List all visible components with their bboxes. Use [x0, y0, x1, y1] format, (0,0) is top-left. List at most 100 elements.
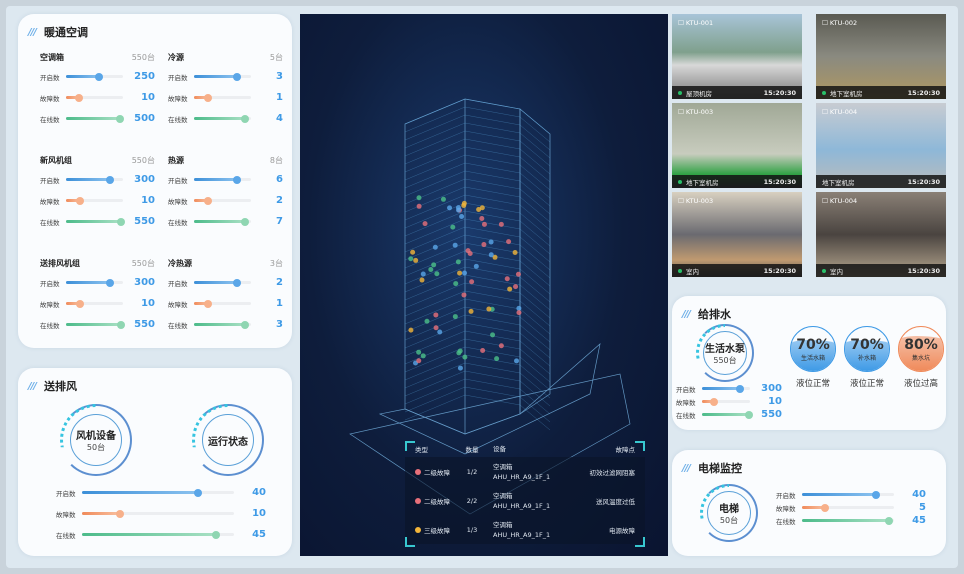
- floor-line: [464, 218, 521, 230]
- floor-line: [519, 260, 551, 287]
- device-marker: [428, 266, 434, 272]
- camera-time: 15:20:30: [907, 177, 940, 186]
- device-marker: [455, 259, 461, 265]
- fan-device-ring: 风机设备 50台: [60, 404, 132, 476]
- alarm-row[interactable]: 三级故障 1/3 空调箱 AHU_HR_A9_1F_1 电源故障: [405, 515, 645, 544]
- stat-bar-fill: [66, 323, 122, 326]
- ring-label: 运行状态: [208, 436, 248, 448]
- floor-line: [519, 364, 551, 391]
- tank-status: 液位过高: [903, 379, 938, 389]
- floor-line: [519, 228, 551, 255]
- floor-line: [519, 116, 551, 143]
- stat-label: 开启数: [776, 491, 796, 500]
- floor-line: [519, 180, 551, 207]
- building-3d-view[interactable]: 类型 数量 设备 故障点 二级故障 1/2 空调箱 AHU_HR_A9_1F_1 …: [300, 14, 668, 556]
- alarm-point: 初效过滤网阻塞: [589, 468, 636, 477]
- stat-value: 6: [276, 174, 283, 185]
- stat-value: 10: [141, 195, 155, 206]
- device-marker: [420, 353, 426, 359]
- stat-value: 40: [912, 489, 926, 500]
- device-marker: [452, 242, 458, 248]
- stat-bar: [66, 72, 123, 81]
- device-marker: [488, 252, 494, 258]
- floor-line: [404, 386, 466, 413]
- floor-line: [519, 372, 551, 399]
- device-marker: [440, 196, 446, 202]
- stat-label: 故障数: [40, 197, 60, 206]
- stat-value: 10: [141, 298, 155, 309]
- stat-bar-fill: [802, 493, 876, 496]
- floor-line: [404, 330, 466, 357]
- alarm-type: 三级故障: [424, 526, 450, 535]
- camera-feed[interactable]: ☐ KTU-004 室内 15:20:30: [816, 192, 946, 277]
- alarm-device-id: AHU_HR_A9_1F_1: [493, 530, 551, 539]
- stat-label: 在线数: [168, 218, 188, 227]
- floor-line: [519, 340, 551, 367]
- stat-bar-fill: [194, 117, 246, 120]
- stat-value: 2: [276, 277, 283, 288]
- stat-value: 3: [276, 319, 283, 330]
- tank-level-fill: [845, 340, 889, 371]
- header-type: 类型: [415, 446, 428, 454]
- floor-line: [464, 178, 521, 190]
- floor-line: [404, 114, 466, 141]
- camera-feed[interactable]: ☐ KTU-002 地下室机房 15:20:30: [816, 14, 946, 99]
- panel-title: /// 给排水: [682, 306, 731, 322]
- ring-count: 550台: [713, 356, 737, 365]
- stat-bar-knob: [710, 397, 718, 406]
- alarm-row[interactable]: 二级故障 1/2 空调箱 AHU_HR_A9_1F_1 初效过滤网阻塞: [405, 457, 645, 486]
- camera-id: KTU-004: [829, 108, 858, 116]
- device-marker: [456, 350, 462, 356]
- stat-row: 开启数 300: [40, 169, 155, 190]
- floor-line: [519, 204, 551, 231]
- device-marker: [479, 215, 485, 221]
- floor-line: [519, 356, 551, 383]
- water-tank-gauge: 70% 补水箱: [844, 326, 890, 372]
- title-bars-icon: ///: [682, 308, 691, 320]
- tank-name: 补水箱: [857, 354, 876, 362]
- floor-line: [519, 196, 551, 223]
- stat-value: 7: [276, 216, 283, 227]
- stat-bar: [802, 516, 894, 525]
- stat-row: 在线数 3: [168, 314, 283, 335]
- alarm-device-id: AHU_HR_A9_1F_1: [493, 472, 551, 481]
- stat-bar-fill: [82, 512, 120, 515]
- camera-location: 地下室机房: [686, 178, 719, 187]
- stat-bar-knob: [211, 530, 220, 539]
- device-marker: [468, 308, 474, 314]
- group-total: 550台: [131, 259, 155, 268]
- floor-line: [464, 354, 521, 366]
- floor-line: [404, 338, 466, 365]
- stat-row: 故障数 2: [168, 190, 283, 211]
- floor-line: [404, 306, 466, 333]
- floor-line: [464, 154, 521, 166]
- tank-name: 生活水箱: [800, 354, 825, 362]
- floor-line: [404, 106, 466, 133]
- camera-feed[interactable]: ☐ KTU-003 室内 15:20:30: [672, 192, 802, 277]
- device-marker: [462, 270, 468, 276]
- header-device: 设备: [493, 445, 506, 453]
- stat-bar: [194, 72, 251, 81]
- alarm-device: 空调箱: [493, 491, 513, 500]
- stat-bar: [702, 397, 750, 406]
- stat-bar-knob: [871, 490, 880, 499]
- stat-bar: [66, 278, 123, 287]
- stat-label: 故障数: [56, 510, 76, 519]
- device-marker: [512, 249, 518, 255]
- device-marker: [506, 239, 512, 245]
- camera-feed[interactable]: ☐ KTU-004 地下室机房 15:20:30: [816, 103, 946, 188]
- stat-value: 4: [276, 113, 283, 124]
- stat-bar-knob: [117, 320, 126, 329]
- camera-feed[interactable]: ☐ KTU-001 屋顶机房 15:20:30: [672, 14, 802, 99]
- alarm-row[interactable]: 二级故障 2/2 空调箱 AHU_HR_A9_1F_1 送风温度过低: [405, 486, 645, 515]
- stat-bar-fill: [66, 199, 80, 202]
- stat-row: 故障数 10: [676, 395, 782, 408]
- device-marker: [492, 254, 498, 260]
- floor-line: [404, 162, 466, 189]
- hvac-group: 热源 8台 开启数 6 故障数 2 在线数 7: [168, 155, 283, 232]
- floor-line: [519, 244, 551, 271]
- alarm-device-id: AHU_HR_A9_1F_1: [493, 501, 551, 510]
- camera-feed[interactable]: ☐ KTU-003 地下室机房 15:20:30: [672, 103, 802, 188]
- stat-value: 1: [276, 92, 283, 103]
- device-marker: [473, 263, 479, 269]
